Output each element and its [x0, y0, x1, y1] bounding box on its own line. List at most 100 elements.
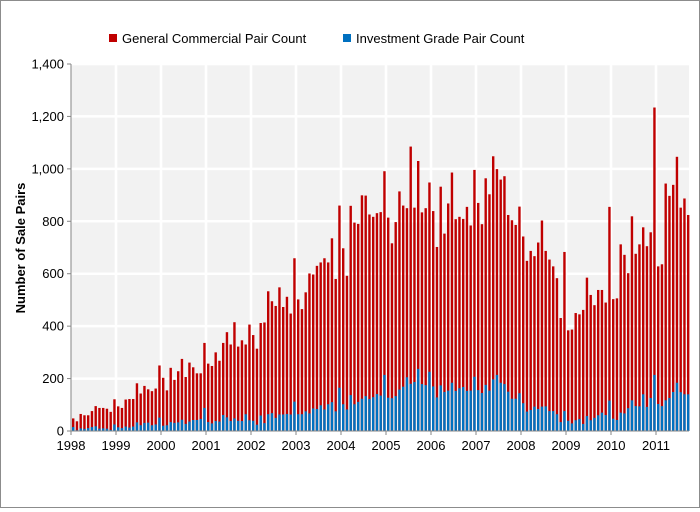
- bar-investment: [638, 406, 641, 431]
- bar-investment: [615, 419, 619, 431]
- bar-investment: [338, 387, 341, 431]
- bar-investment: [154, 424, 157, 431]
- bar-general: [188, 362, 191, 431]
- bar-general: [529, 250, 532, 431]
- bar-general: [177, 371, 180, 431]
- bar-investment: [473, 376, 476, 431]
- bar-investment: [634, 406, 637, 431]
- bar-investment: [297, 414, 300, 431]
- bar-investment: [480, 392, 484, 431]
- bar-general: [593, 305, 596, 431]
- x-tick-label: 1998: [57, 438, 86, 453]
- bar-investment: [240, 421, 244, 431]
- bar-investment: [252, 420, 255, 431]
- bar-general: [90, 411, 94, 431]
- bar-investment: [510, 398, 514, 431]
- bar-investment: [454, 390, 457, 431]
- bar-general: [293, 258, 296, 431]
- bar-investment: [533, 406, 536, 431]
- bar-general: [375, 213, 379, 431]
- bar-investment: [259, 415, 262, 431]
- bar-general: [368, 214, 371, 431]
- bar-general: [548, 259, 551, 431]
- x-tick-label: 2002: [237, 438, 266, 453]
- bar-investment: [402, 386, 405, 431]
- bar-investment: [94, 426, 97, 431]
- bar-general: [432, 211, 435, 431]
- bar-investment: [379, 395, 382, 431]
- bar-general: [252, 335, 255, 431]
- bar-general: [439, 186, 442, 431]
- bar-investment: [683, 394, 686, 431]
- bar-investment: [263, 423, 266, 431]
- bar-investment: [518, 393, 521, 431]
- bar-general: [390, 243, 394, 431]
- bar-general: [225, 332, 229, 431]
- bar-investment: [158, 417, 161, 431]
- bar-investment: [552, 411, 555, 431]
- y-tick-label: 1,200: [31, 109, 64, 124]
- bar-investment: [132, 426, 135, 431]
- bar-general: [420, 212, 424, 431]
- bar-general: [199, 373, 202, 431]
- bar-investment: [285, 413, 289, 431]
- bar-general: [675, 156, 679, 431]
- bar-investment: [488, 390, 491, 431]
- x-tick-label: 2011: [642, 438, 670, 453]
- bar-general: [87, 415, 90, 431]
- bar-general: [282, 307, 285, 431]
- bar-investment: [139, 425, 142, 431]
- bar-investment: [342, 404, 345, 431]
- bar-investment: [503, 384, 506, 431]
- bar-investment: [597, 415, 600, 431]
- bar-investment: [660, 406, 664, 431]
- bar-general: [450, 172, 454, 431]
- bar-investment: [630, 400, 634, 431]
- bar-general: [477, 202, 480, 431]
- bar-general: [387, 217, 390, 431]
- bar-investment: [608, 400, 611, 431]
- bar-general: [327, 262, 330, 431]
- bar-investment: [117, 427, 120, 431]
- bar-investment: [98, 428, 101, 431]
- bar-general: [75, 421, 79, 431]
- legend-label-investment: Investment Grade Pair Count: [356, 31, 525, 46]
- bar-investment: [462, 386, 465, 431]
- bar-general: [454, 219, 457, 431]
- bar-investment: [105, 428, 109, 431]
- bar-general: [488, 194, 491, 431]
- bar-general: [653, 107, 656, 431]
- bar-investment: [559, 422, 562, 431]
- bar-general: [510, 220, 514, 431]
- bar-general: [469, 225, 472, 431]
- bar-general: [582, 309, 585, 431]
- bar-investment: [679, 392, 682, 431]
- bar-investment: [244, 414, 247, 431]
- bar-general: [218, 360, 221, 431]
- bar-investment: [87, 428, 90, 431]
- bar-general: [297, 299, 300, 431]
- bar-general: [473, 169, 476, 432]
- bar-investment: [270, 413, 274, 431]
- bar-general: [180, 358, 184, 431]
- bar-general: [612, 299, 615, 431]
- bar-investment: [233, 418, 236, 431]
- bar-investment: [600, 412, 604, 431]
- bar-general: [630, 216, 634, 431]
- bar-general: [642, 227, 645, 431]
- bar-general: [210, 365, 214, 431]
- bar-investment: [102, 428, 105, 431]
- bar-general: [525, 260, 529, 431]
- bar-investment: [345, 409, 349, 431]
- x-tick-label: 2003: [282, 438, 311, 453]
- x-tick-label: 2008: [507, 438, 536, 453]
- bar-general: [98, 407, 101, 431]
- bar-general: [503, 176, 506, 431]
- bar-general: [154, 388, 157, 431]
- bar-investment: [248, 420, 251, 431]
- bar-general: [334, 278, 337, 431]
- bar-general: [567, 330, 570, 431]
- bar-general: [608, 206, 611, 431]
- bar-general: [435, 246, 439, 431]
